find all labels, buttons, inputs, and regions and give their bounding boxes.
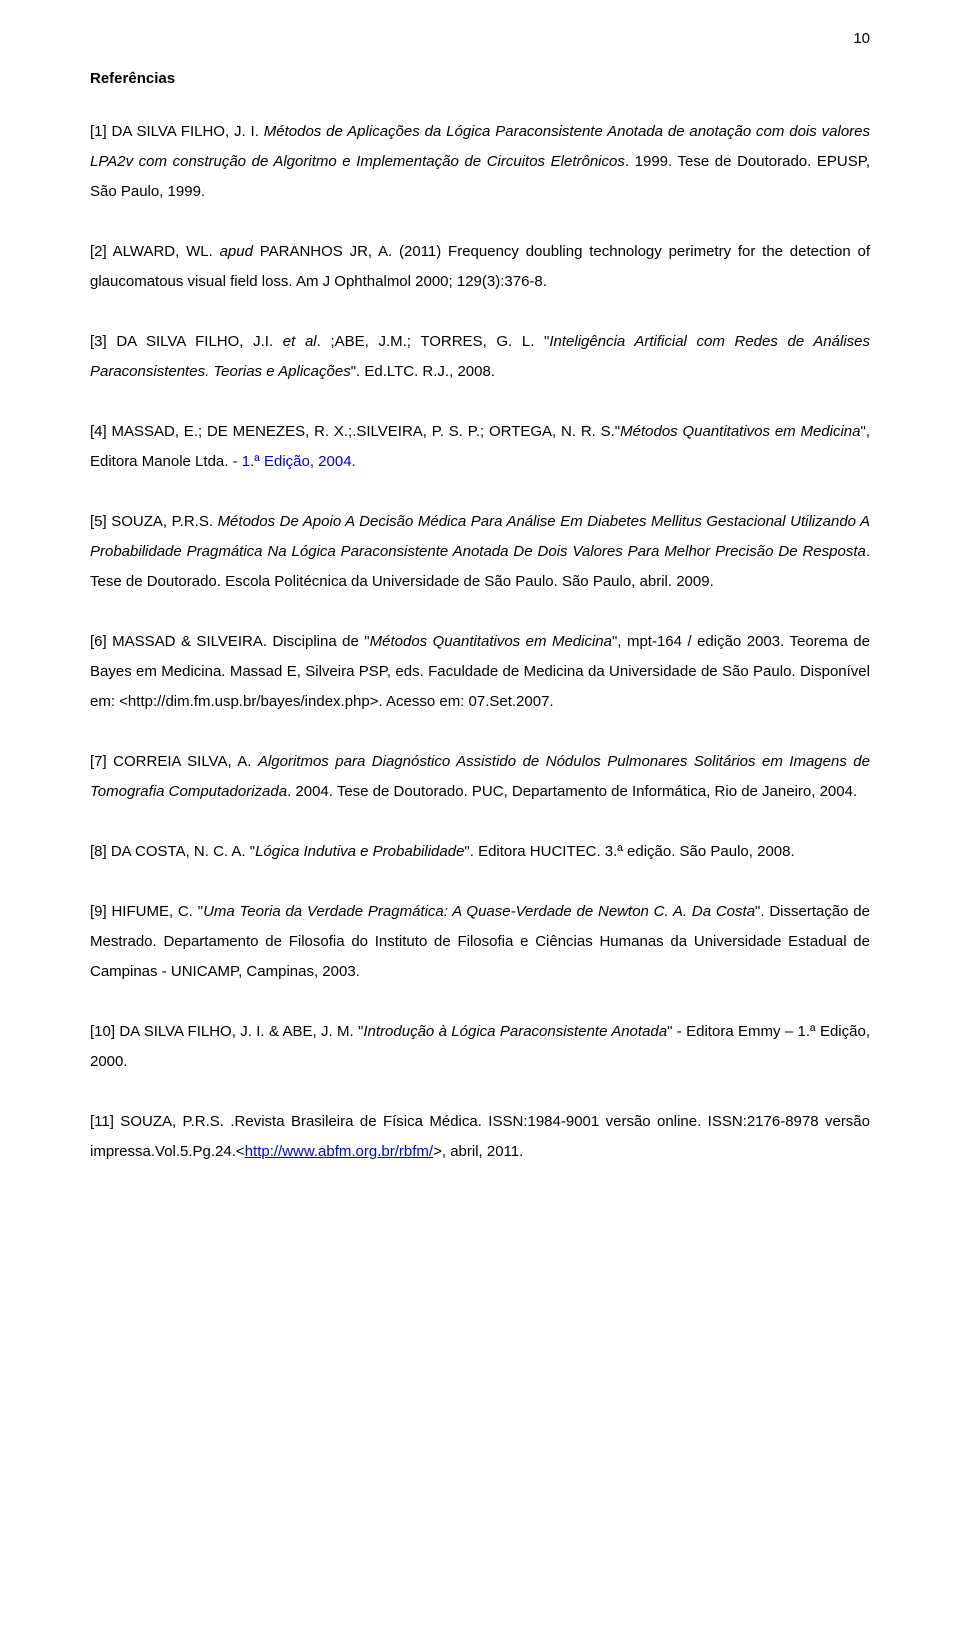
- reference-2: [2] ALWARD, WL. apud PARANHOS JR, A. (20…: [90, 237, 870, 297]
- reference-8: [8] DA COSTA, N. C. A. "Lógica Indutiva …: [90, 837, 870, 867]
- ref4-edition: - 1.ª Edição, 2004.: [233, 453, 356, 470]
- reference-6: [6] MASSAD & SILVEIRA. Disciplina de "Mé…: [90, 627, 870, 717]
- ref7-prefix: [7] CORREIA SILVA, A.: [90, 753, 258, 770]
- ref2-apud: apud: [220, 243, 253, 260]
- ref8-prefix: [8] DA COSTA, N. C. A. ": [90, 843, 255, 860]
- reference-1: [1] DA SILVA FILHO, J. I. Métodos de Apl…: [90, 117, 870, 207]
- ref9-prefix: [9] HIFUME, C. ": [90, 903, 203, 920]
- ref4-prefix: [4] MASSAD, E.; DE MENEZES, R. X.;.SILVE…: [90, 423, 620, 440]
- reference-5: [5] SOUZA, P.R.S. Métodos De Apoio A Dec…: [90, 507, 870, 597]
- reference-4: [4] MASSAD, E.; DE MENEZES, R. X.;.SILVE…: [90, 417, 870, 477]
- ref2-prefix: [2] ALWARD, WL.: [90, 243, 220, 260]
- reference-3: [3] DA SILVA FILHO, J.I. et al. ;ABE, J.…: [90, 327, 870, 387]
- ref8-title: Lógica Indutiva e Probabilidade: [255, 843, 464, 860]
- references-heading: Referências: [90, 70, 870, 87]
- ref7-suffix: . 2004. Tese de Doutorado. PUC, Departam…: [287, 783, 857, 800]
- ref1-prefix: [1] DA SILVA FILHO, J. I.: [90, 123, 264, 140]
- document-page: 10 Referências [1] DA SILVA FILHO, J. I.…: [0, 0, 960, 1649]
- ref5-prefix: [5] SOUZA, P.R.S.: [90, 513, 218, 530]
- ref3-mid: . ;ABE, J.M.; TORRES, G. L. ": [317, 333, 550, 350]
- ref11-suffix: >, abril, 2011.: [433, 1143, 523, 1160]
- ref3-prefix: [3] DA SILVA FILHO, J.I.: [90, 333, 283, 350]
- ref6-title: Métodos Quantitativos em Medicina: [370, 633, 612, 650]
- ref6-prefix: [6] MASSAD & SILVEIRA. Disciplina de ": [90, 633, 370, 650]
- ref10-title: Introdução à Lógica Paraconsistente Anot…: [363, 1023, 667, 1040]
- ref3-suffix: ". Ed.LTC. R.J., 2008.: [351, 363, 495, 380]
- page-number: 10: [853, 30, 870, 47]
- ref4-title: Métodos Quantitativos em Medicina: [620, 423, 860, 440]
- ref3-etal: et al: [283, 333, 317, 350]
- ref10-prefix: [10] DA SILVA FILHO, J. I. & ABE, J. M. …: [90, 1023, 363, 1040]
- reference-9: [9] HIFUME, C. "Uma Teoria da Verdade Pr…: [90, 897, 870, 987]
- ref9-title: Uma Teoria da Verdade Pragmática: A Quas…: [203, 903, 755, 920]
- reference-10: [10] DA SILVA FILHO, J. I. & ABE, J. M. …: [90, 1017, 870, 1077]
- ref11-link[interactable]: http://www.abfm.org.br/rbfm/: [245, 1143, 433, 1160]
- reference-7: [7] CORREIA SILVA, A. Algoritmos para Di…: [90, 747, 870, 807]
- reference-11: [11] SOUZA, P.R.S. .Revista Brasileira d…: [90, 1107, 870, 1167]
- ref8-suffix: ". Editora HUCITEC. 3.ª edição. São Paul…: [464, 843, 794, 860]
